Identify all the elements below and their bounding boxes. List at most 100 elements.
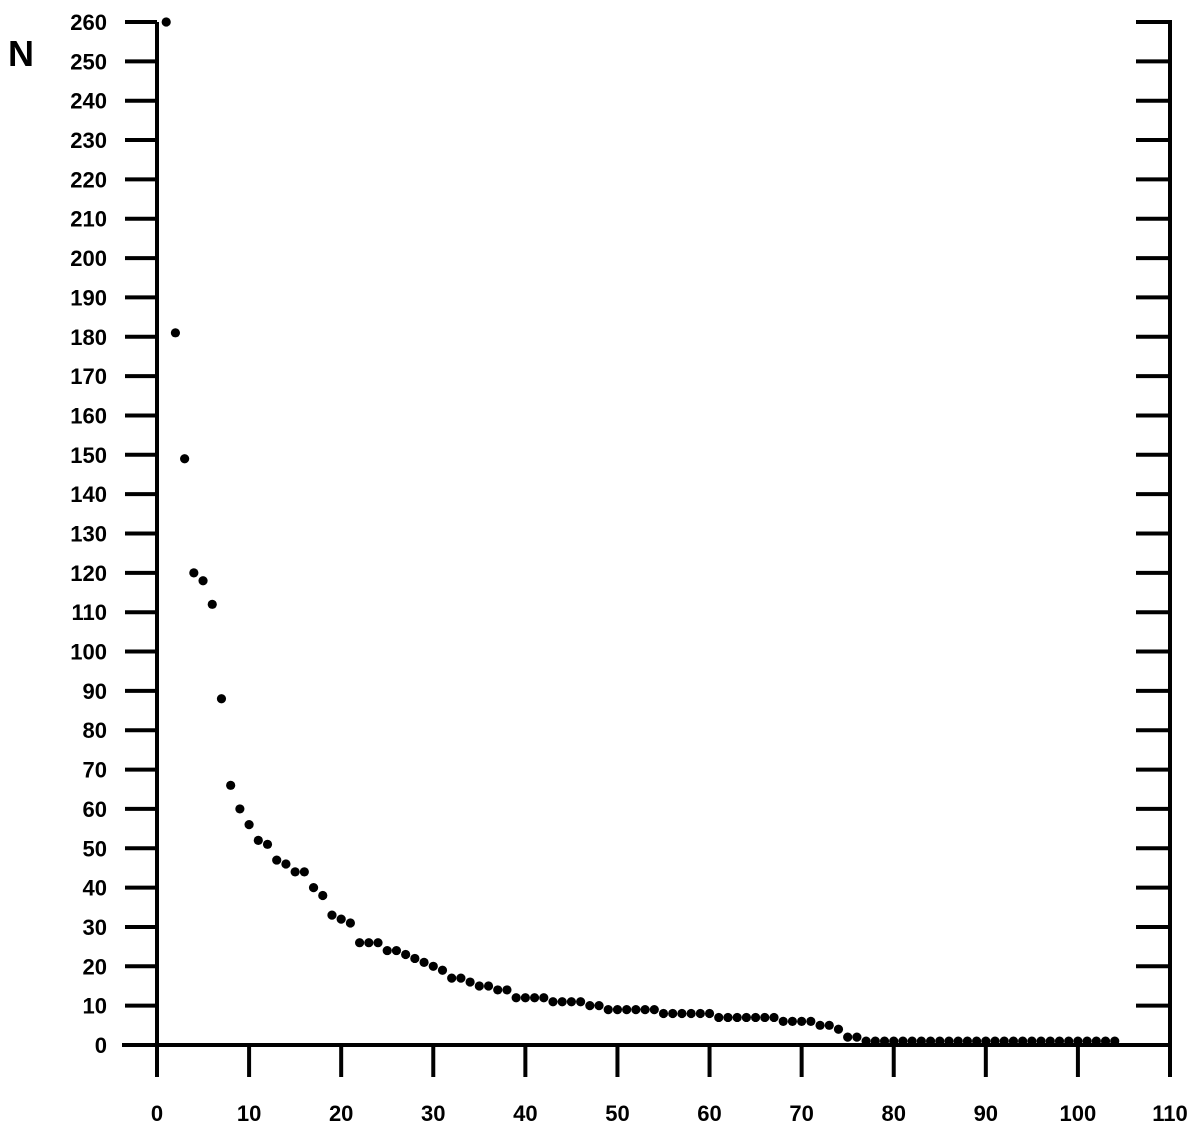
y-tick-label: 190 [70,285,107,310]
data-point [557,997,567,1007]
data-point [419,957,429,967]
y-tick-label: 100 [70,640,107,665]
data-point [778,1016,788,1026]
y-tick-label: 140 [70,482,107,507]
data-points [161,17,1120,1046]
data-point [290,867,300,877]
data-point [336,914,346,924]
data-point [1110,1036,1120,1046]
data-point [594,1001,604,1011]
data-point [898,1036,908,1046]
data-point [382,945,392,956]
data-point [925,1036,936,1046]
axes [122,20,1172,1047]
data-point [732,1012,742,1023]
data-point [585,1001,595,1011]
x-axis-ticks: 0 10 20 30 40 50 60 70 80 90 100 110 [151,1045,1188,1126]
data-point [640,1004,650,1015]
data-point [281,859,291,869]
x-tick-label: 20 [329,1101,353,1126]
data-point [364,938,374,948]
data-point [1100,1036,1111,1046]
data-point [253,835,263,846]
data-point [1082,1036,1092,1046]
data-point [511,993,521,1003]
data-point [272,855,282,865]
data-point [502,985,512,995]
y-tick-label: 150 [70,443,107,468]
data-point [539,993,549,1003]
y-tick-label: 130 [70,522,107,547]
y-tick-label: 0 [95,1033,107,1058]
y-tick-label: 230 [70,128,107,153]
data-point [520,993,530,1003]
data-point [391,945,402,956]
data-point [1073,1036,1083,1046]
data-point [760,1012,770,1023]
x-tick-label: 100 [1060,1101,1097,1126]
data-point [235,804,245,814]
data-point [226,780,236,790]
x-tick-label: 90 [974,1101,998,1126]
data-point [797,1016,807,1026]
y-tick-label: 170 [70,364,107,389]
data-point [686,1008,696,1019]
y-tick-label: 110 [72,600,108,625]
data-point [824,1020,834,1030]
x-tick-label: 60 [697,1101,721,1126]
data-point [668,1008,678,1019]
data-point [649,1004,659,1015]
data-point [1045,1036,1055,1046]
data-point [262,839,273,849]
data-point [529,993,540,1003]
y-tick-label: 50 [83,836,107,861]
data-point [603,1004,613,1015]
data-point [944,1036,954,1046]
data-point [1008,1036,1019,1046]
y-tick-label: 260 [70,10,107,35]
data-point [769,1012,779,1023]
data-point [787,1016,798,1026]
data-point [704,1008,715,1019]
data-point [981,1036,991,1046]
y-axis-label: N [8,33,34,74]
data-point [327,910,337,920]
data-point [1027,1036,1037,1046]
y-tick-label: 200 [70,246,107,271]
data-point [741,1012,751,1023]
data-point [355,938,365,948]
data-point [566,997,577,1007]
y-tick-label: 160 [70,403,107,428]
y-tick-label: 40 [83,876,107,901]
data-point [161,17,171,27]
x-tick-label: 50 [605,1101,629,1126]
data-point [318,890,328,901]
x-tick-label: 80 [881,1101,905,1126]
y-tick-label: 10 [83,994,107,1019]
data-point [308,883,319,893]
data-point [622,1004,632,1015]
data-point [870,1036,880,1046]
data-point [916,1036,926,1046]
data-point [612,1004,623,1015]
data-point [216,694,227,704]
data-point [1054,1036,1065,1046]
y-tick-label: 90 [83,679,107,704]
data-point [658,1008,669,1019]
x-tick-label: 0 [151,1101,163,1126]
data-point [1091,1036,1101,1046]
data-point [410,953,420,964]
data-point [207,599,217,609]
data-point [1018,1036,1028,1046]
data-point [474,981,484,991]
y-tick-label: 120 [70,561,107,586]
y-tick-label: 60 [83,797,107,822]
y-tick-label: 30 [83,915,107,940]
data-point [972,1036,982,1046]
data-point [714,1012,724,1023]
data-point [843,1032,853,1042]
data-point [447,973,457,983]
data-point [962,1036,973,1046]
data-point [806,1016,816,1026]
